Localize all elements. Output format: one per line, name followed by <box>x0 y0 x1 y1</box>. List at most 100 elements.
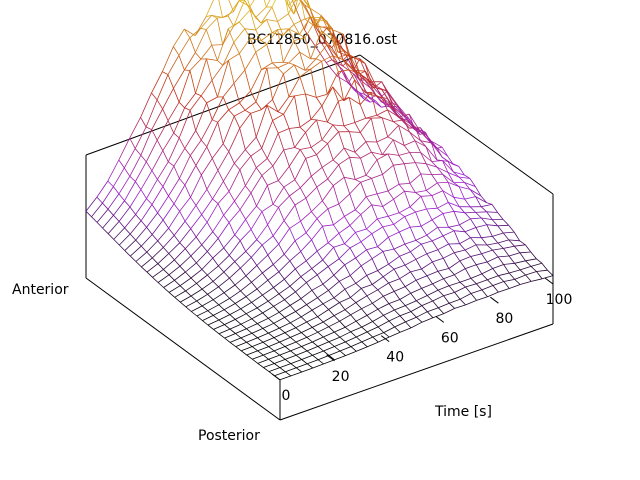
surface-mesh-line <box>189 110 197 131</box>
surface-mesh-line <box>356 346 368 352</box>
surface-mesh-line <box>360 204 372 215</box>
surface-mesh-line <box>272 62 284 64</box>
surface-mesh-line <box>113 200 125 216</box>
surface-mesh-line <box>245 265 258 277</box>
surface-mesh-line <box>250 37 262 41</box>
surface-mesh-line <box>316 186 323 202</box>
surface-mesh-line <box>174 259 181 267</box>
surface-mesh-line <box>464 268 472 279</box>
surface-mesh-line <box>211 158 219 171</box>
surface-mesh-line <box>323 350 330 356</box>
surface-mesh-line <box>189 58 202 71</box>
surface-mesh-line <box>321 30 333 41</box>
surface-mesh-line <box>206 15 212 17</box>
surface-mesh-line <box>334 331 341 338</box>
surface-mesh-line <box>284 341 297 347</box>
surface-mesh-line <box>325 62 338 77</box>
surface-mesh-line <box>162 186 169 197</box>
surface-mesh-line <box>184 165 197 186</box>
surface-mesh-line <box>404 286 412 294</box>
surface-mesh-line <box>431 161 438 168</box>
surface-mesh-line <box>361 321 373 328</box>
surface-mesh-line <box>404 240 416 245</box>
surface-mesh-line <box>459 224 466 233</box>
surface-mesh-line <box>283 204 296 221</box>
surface-mesh-line <box>408 113 421 132</box>
surface-mesh-line <box>251 346 258 352</box>
surface-mesh-line <box>333 288 346 299</box>
surface-mesh-line <box>392 102 404 116</box>
surface-mesh-line <box>260 40 268 45</box>
surface-mesh-line <box>271 29 278 34</box>
surface-mesh-line <box>141 257 153 268</box>
surface-mesh-line <box>295 341 302 347</box>
surface-mesh-line <box>356 331 368 338</box>
surface-mesh-line <box>184 184 191 198</box>
surface-mesh-line <box>255 51 262 70</box>
surface-mesh-line <box>464 231 471 238</box>
surface-mesh-line <box>470 273 482 279</box>
surface-mesh-line <box>288 62 295 66</box>
surface-mesh-line <box>267 279 274 288</box>
surface-mesh-line <box>338 203 345 217</box>
surface-mesh-line <box>190 174 202 198</box>
surface-mesh-line <box>386 90 399 106</box>
surface-mesh-line <box>301 327 313 333</box>
surface-mesh-line <box>393 291 401 300</box>
surface-mesh-line <box>377 270 384 277</box>
surface-mesh-line <box>475 196 482 207</box>
surface-mesh-line <box>235 333 242 339</box>
surface-mesh-line <box>536 271 543 280</box>
surface-mesh-line <box>320 28 327 36</box>
surface-mesh-line <box>257 337 264 343</box>
surface-mesh-line <box>481 249 493 255</box>
surface-mesh-line <box>360 151 372 159</box>
surface-mesh-line <box>233 149 246 164</box>
surface-mesh-line <box>431 240 439 250</box>
surface-mesh-line <box>245 239 257 252</box>
surface-mesh-line <box>306 316 318 323</box>
surface-mesh-line <box>427 307 439 313</box>
surface-mesh-line <box>388 303 395 311</box>
surface-mesh-line <box>151 219 164 235</box>
surface-mesh-line <box>393 119 405 122</box>
surface-mesh-line <box>267 300 274 307</box>
surface-mesh-line <box>421 300 433 306</box>
surface-mesh-line <box>503 279 515 282</box>
surface-mesh-line <box>245 296 252 303</box>
surface-mesh-line <box>179 211 186 222</box>
surface-mesh-line <box>338 69 350 73</box>
x-axis-label: Time [s] <box>434 404 492 420</box>
surface-mesh-line <box>349 247 356 259</box>
surface-mesh-line <box>394 305 406 311</box>
surface-mesh-line <box>345 350 357 356</box>
surface-mesh-line <box>336 62 349 84</box>
surface-mesh-line <box>442 230 455 237</box>
surface-mesh-line <box>224 303 236 311</box>
surface-mesh-line <box>228 191 235 202</box>
surface-mesh-line <box>486 211 498 213</box>
surface-mesh-line <box>371 178 378 194</box>
surface-mesh-line <box>278 128 290 134</box>
surface-mesh-line <box>361 284 373 289</box>
surface-mesh-line <box>245 185 252 194</box>
surface-mesh-line <box>321 159 334 168</box>
surface-mesh-line <box>304 29 316 47</box>
surface-mesh-line <box>359 92 372 105</box>
surface-mesh-line <box>299 149 307 159</box>
surface-mesh-line <box>157 228 169 242</box>
surface-mesh-line <box>184 69 191 71</box>
surface-mesh-line <box>404 140 416 146</box>
surface-mesh-line <box>338 97 350 102</box>
surface-mesh-line <box>212 231 219 239</box>
surface-mesh-line <box>475 224 487 228</box>
surface-mesh-line <box>382 295 390 304</box>
surface-mesh-line <box>469 189 476 197</box>
surface-mesh-line <box>414 140 421 153</box>
surface-mesh-line <box>277 166 290 181</box>
surface-mesh-line <box>383 315 390 322</box>
surface-mesh-line <box>475 227 482 238</box>
surface-mesh-line <box>354 117 366 123</box>
surface-mesh-line <box>442 190 454 198</box>
surface-mesh-line <box>399 315 406 323</box>
